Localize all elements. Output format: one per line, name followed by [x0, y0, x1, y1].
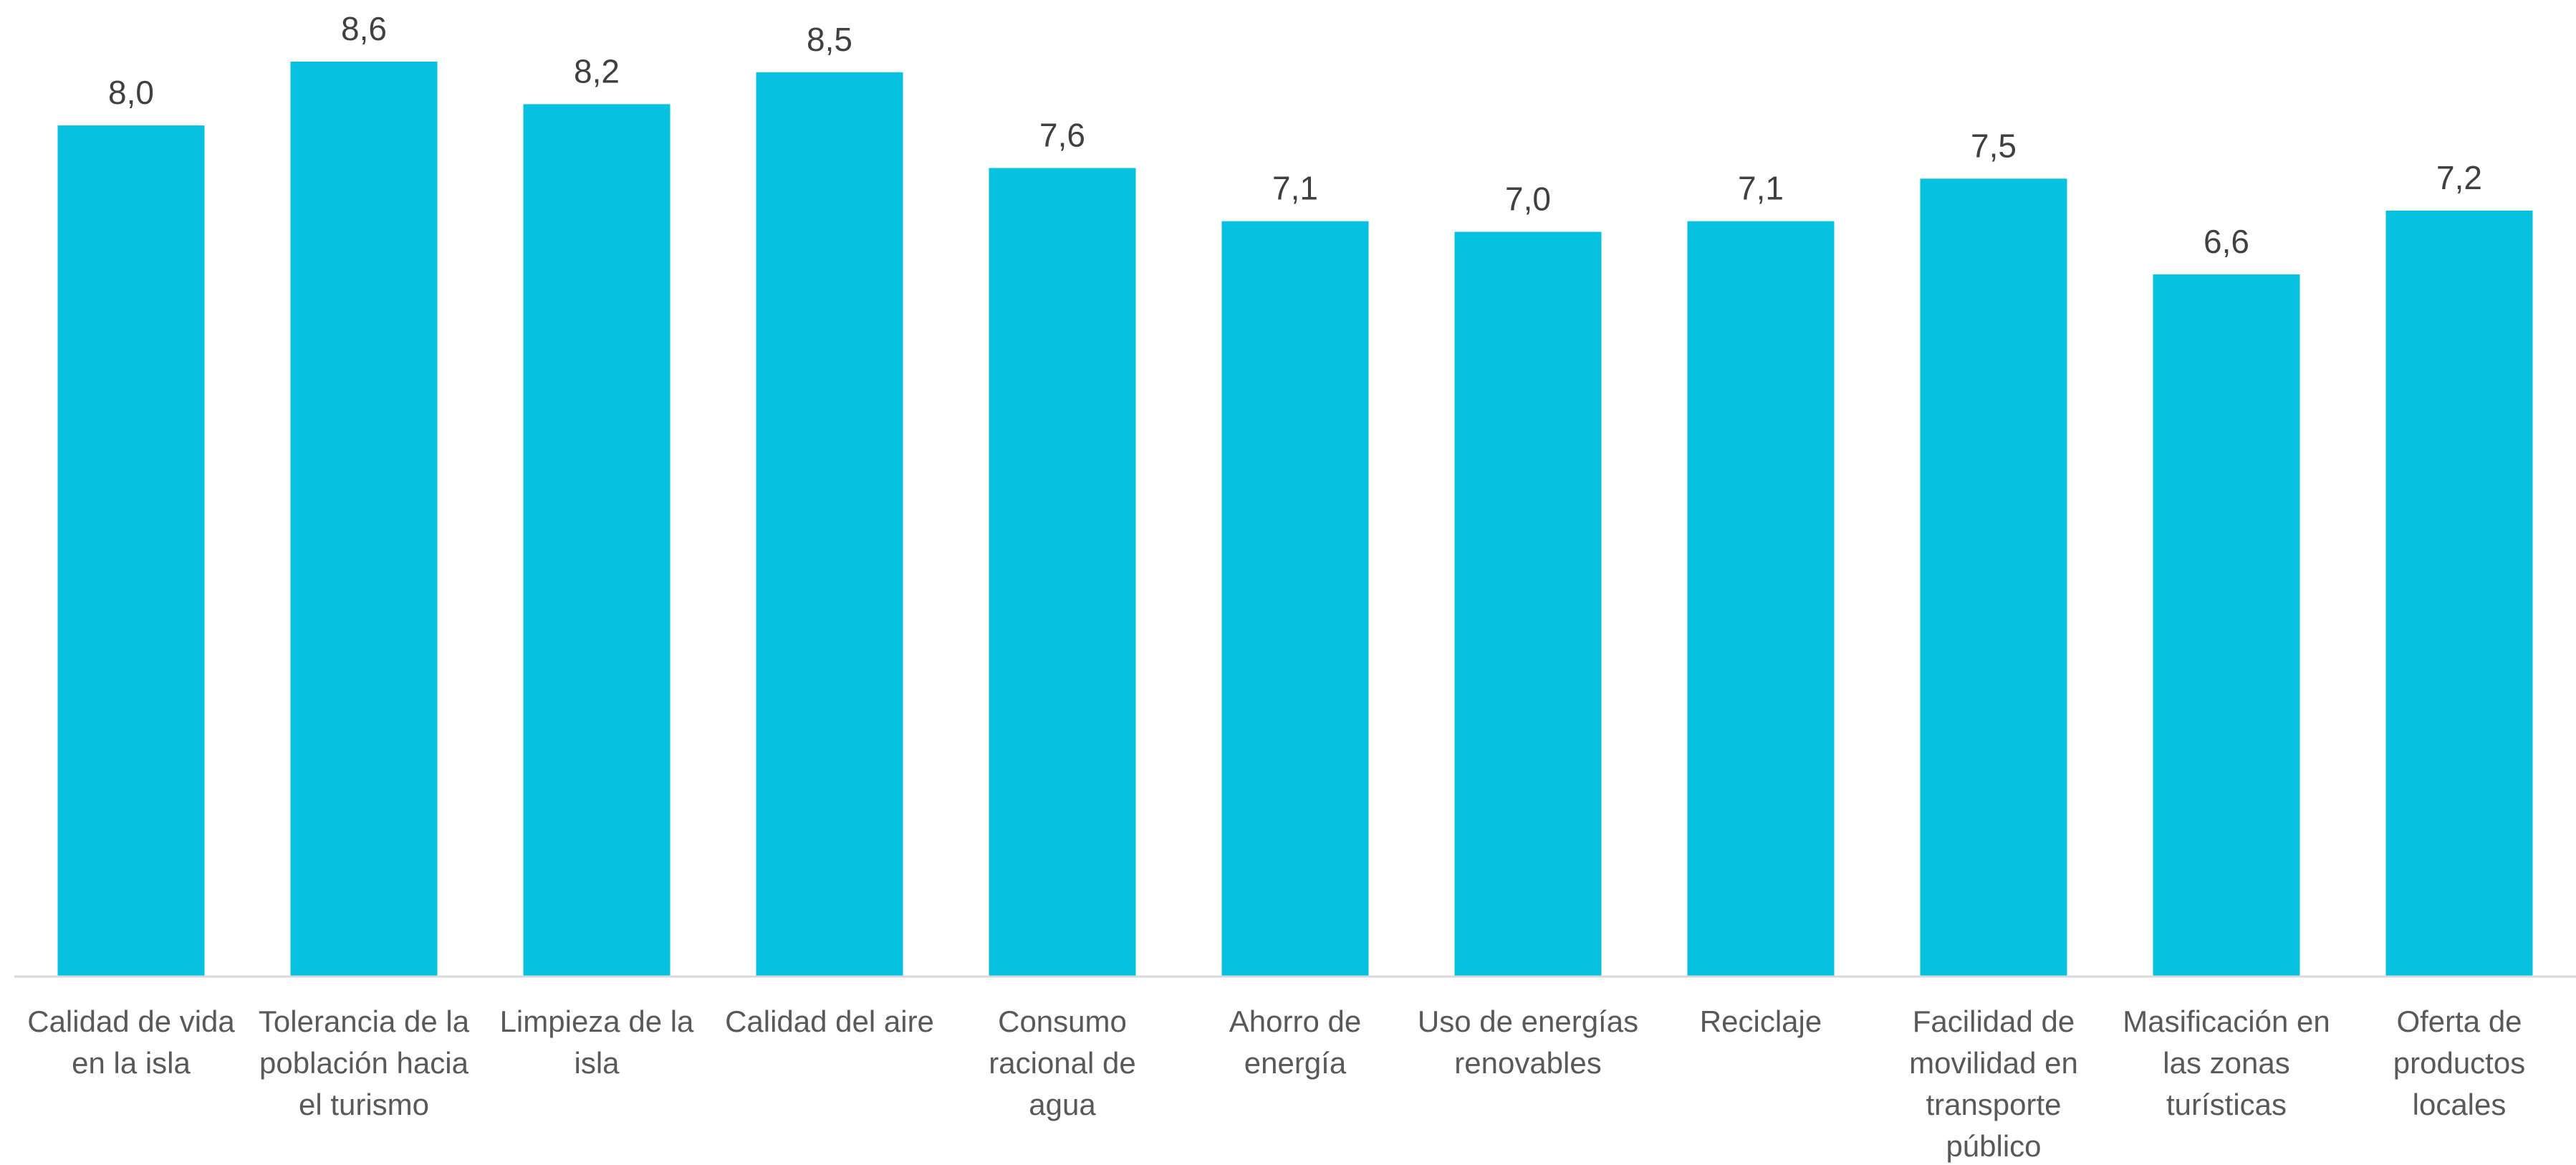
category-label: Calidad de vida en la isla — [27, 1005, 235, 1080]
category-label: Tolerancia de la población hacia el turism… — [259, 1005, 470, 1121]
bar-value-label: 7,1 — [1738, 170, 1784, 207]
category-label-line: energía — [1244, 1046, 1347, 1080]
bar-value-label: 7,5 — [1971, 127, 2017, 164]
category-label: Ahorro de energía — [1229, 1005, 1361, 1080]
bar — [1920, 178, 2067, 977]
category-label-line: Calidad de vida — [27, 1005, 235, 1038]
category-label: Calidad del aire — [725, 1005, 934, 1038]
bar — [2385, 210, 2533, 977]
bar — [989, 168, 1136, 977]
category-label: Limpieza de la isla — [500, 1005, 694, 1080]
category-label-line: población hacia — [259, 1046, 469, 1080]
category-label-line: locales — [2413, 1088, 2507, 1121]
category-label-line: transporte — [1926, 1088, 2061, 1121]
bar — [57, 125, 205, 977]
bar — [1454, 231, 1602, 977]
category-label-line: renovables — [1454, 1046, 1601, 1080]
bar-value-label: 7,6 — [1039, 116, 1085, 153]
category-label-line: en la isla — [72, 1046, 191, 1080]
category-label-line: racional de — [989, 1046, 1135, 1080]
bar — [1221, 221, 1369, 977]
category-label-line: Uso de energías — [1418, 1005, 1638, 1038]
category-label-line: público — [1946, 1129, 2041, 1163]
category-label-line: el turismo — [299, 1088, 429, 1121]
category-label-line: Tolerancia de la — [259, 1005, 470, 1038]
bar-value-label: 7,1 — [1272, 170, 1318, 207]
category-label-line: agua — [1029, 1088, 1096, 1121]
bar — [1687, 221, 1835, 977]
category-label: Uso de energías renovables — [1418, 1005, 1638, 1080]
value-labels-group: 8,0 8,6 8,2 8,5 7,6 7,1 7,0 7,1 7,5 6,6 7,2 — [108, 10, 2482, 260]
category-label-line: Consumo — [998, 1005, 1127, 1038]
category-label: Oferta de productos locales — [2393, 1005, 2525, 1121]
bars-group — [57, 62, 2533, 977]
category-label-line: Facilidad de — [1913, 1005, 2075, 1038]
category-label: Reciclaje — [1700, 1005, 1822, 1038]
category-label-line: Masificación en — [2123, 1005, 2330, 1038]
bar-value-label: 8,6 — [341, 10, 387, 47]
category-label-line: las zonas — [2163, 1046, 2289, 1080]
bar — [756, 72, 903, 977]
category-label: Consumo racional de agua — [989, 1005, 1135, 1121]
category-label-line: Reciclaje — [1700, 1005, 1822, 1038]
bar-value-label: 7,0 — [1505, 181, 1551, 218]
category-label-line: Calidad del aire — [725, 1005, 934, 1038]
category-label-line: turísticas — [2166, 1088, 2287, 1121]
category-label: Facilidad de movilidad en transporte públic… — [1909, 1005, 2078, 1163]
category-label-line: isla — [574, 1046, 620, 1080]
category-label-line: productos — [2393, 1046, 2525, 1080]
category-label-line: Limpieza de la — [500, 1005, 694, 1038]
bar — [290, 62, 438, 977]
category-label: Masificación en las zonas turísticas — [2123, 1005, 2330, 1121]
category-label-line: movilidad en — [1909, 1046, 2078, 1080]
category-labels-group: Calidad de vida en la isla Tolerancia de l… — [27, 1005, 2525, 1163]
bar-value-label: 8,0 — [108, 74, 154, 111]
bar-value-label: 8,2 — [574, 52, 620, 90]
bar-value-label: 8,5 — [807, 21, 852, 58]
category-label-line: Ahorro de — [1229, 1005, 1361, 1038]
category-label-line: Oferta de — [2396, 1005, 2522, 1038]
bar-value-label: 7,2 — [2436, 159, 2482, 196]
bar — [523, 104, 671, 977]
bar-value-label: 6,6 — [2203, 223, 2249, 260]
bar — [2153, 274, 2300, 977]
